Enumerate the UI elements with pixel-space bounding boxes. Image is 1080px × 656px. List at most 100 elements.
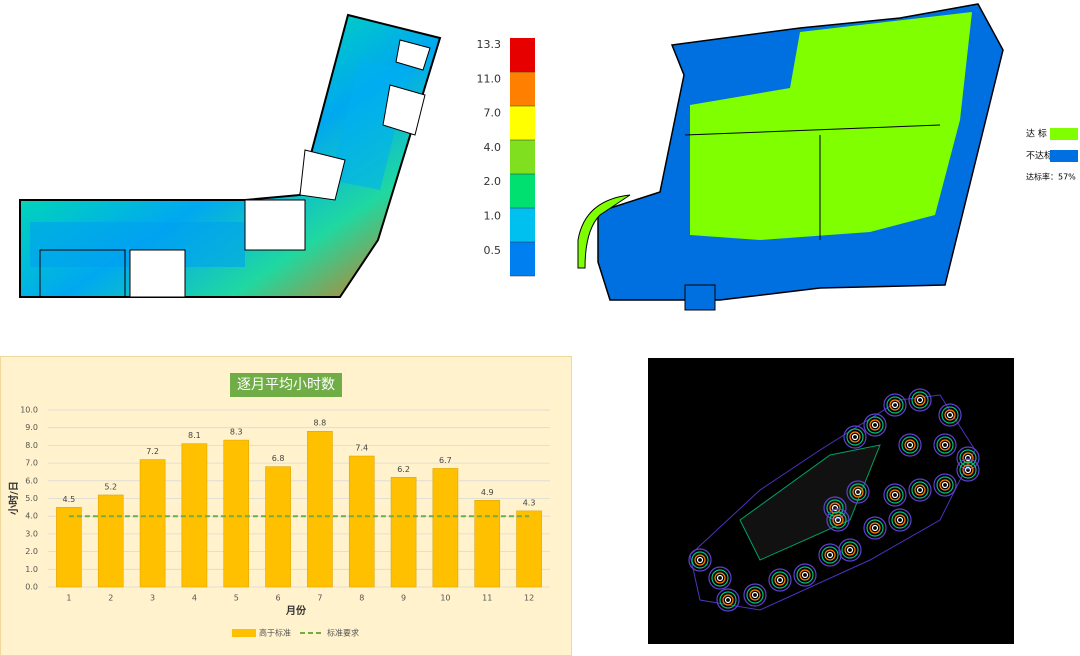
ring <box>888 508 912 532</box>
y-tick-label: 7.0 <box>25 459 38 468</box>
legend-label: 达 标 <box>1026 128 1047 140</box>
ring <box>908 478 932 502</box>
legend-swatch <box>1050 128 1078 140</box>
ring <box>964 466 972 474</box>
legend-swatch <box>510 140 535 174</box>
ring <box>886 396 904 414</box>
ring <box>869 419 881 431</box>
ring <box>946 411 954 419</box>
ring <box>716 588 740 612</box>
y-tick-label: 1.0 <box>25 565 38 574</box>
ring <box>889 399 901 411</box>
value-label: 8.8 <box>314 419 327 428</box>
ring <box>832 514 844 526</box>
ring <box>933 473 957 497</box>
ring <box>914 484 926 496</box>
ring <box>863 413 887 437</box>
ring <box>834 516 842 524</box>
ring <box>776 576 784 584</box>
compliance-rate: 达标率：57% <box>1026 172 1076 182</box>
ring <box>894 514 906 526</box>
y-tick-label: 10.0 <box>20 406 38 415</box>
x-tick-label: 6 <box>276 594 281 603</box>
legend-label: 1.0 <box>484 210 502 223</box>
ring <box>914 394 926 406</box>
x-tick-label: 3 <box>150 594 155 603</box>
legend-swatch <box>510 208 535 242</box>
legend-label: 11.0 <box>477 72 502 85</box>
ring <box>746 586 764 604</box>
ring <box>886 486 904 504</box>
heatmap-legend: 13.3 11.0 7.0 4.0 2.0 1.0 0.5 <box>477 38 535 277</box>
ring <box>846 546 854 554</box>
ring <box>688 548 712 572</box>
ring <box>959 449 977 467</box>
ring <box>869 522 881 534</box>
y-tick-label: 5.0 <box>25 494 38 503</box>
bar <box>139 459 166 588</box>
ring <box>938 403 962 427</box>
legend-label: 4.0 <box>484 141 502 154</box>
x-tick-label: 7 <box>317 594 322 603</box>
ring <box>844 544 856 556</box>
bar <box>390 477 417 588</box>
value-label: 4.5 <box>63 495 76 504</box>
bar <box>265 466 291 588</box>
ring <box>826 508 850 532</box>
ring <box>711 569 729 587</box>
ring <box>801 571 809 579</box>
ring <box>956 458 980 482</box>
ring <box>829 511 847 529</box>
ring <box>841 541 859 559</box>
ring <box>831 504 839 512</box>
ring <box>866 519 884 537</box>
ring <box>933 433 957 457</box>
ring <box>818 543 842 567</box>
ring <box>944 409 956 421</box>
legend-swatch <box>510 174 535 208</box>
ring <box>906 441 914 449</box>
ring <box>849 483 867 501</box>
legend-label: 高于标准 <box>259 628 291 638</box>
y-tick-label: 9.0 <box>25 423 38 432</box>
bar <box>223 439 250 588</box>
ring <box>891 491 899 499</box>
ring <box>821 546 839 564</box>
heatmap-plan <box>19 13 442 298</box>
ring <box>691 551 709 569</box>
bar <box>307 430 333 588</box>
ring <box>719 591 737 609</box>
ring <box>716 574 724 582</box>
ring <box>843 425 867 449</box>
legend-swatch <box>232 629 256 637</box>
ring <box>956 446 980 470</box>
ring <box>743 583 767 607</box>
value-label: 5.2 <box>104 482 117 491</box>
title-box <box>230 373 342 397</box>
ring <box>964 454 972 462</box>
ring <box>891 401 899 409</box>
y-tick-label: 3.0 <box>25 529 38 538</box>
legend-swatch <box>510 38 535 72</box>
ring <box>774 574 786 586</box>
ring <box>854 488 862 496</box>
ring <box>939 479 951 491</box>
ring <box>863 516 887 540</box>
ring <box>939 439 951 451</box>
ring <box>889 489 901 501</box>
ring <box>749 589 761 601</box>
x-tick-label: 2 <box>108 594 113 603</box>
ring <box>941 406 959 424</box>
chart-title: 逐月平均小时数 <box>237 377 335 393</box>
ring <box>846 480 870 504</box>
ring <box>852 486 864 498</box>
legend-swatch <box>510 72 535 106</box>
value-label: 6.2 <box>397 465 410 474</box>
value-label: 4.9 <box>481 488 494 497</box>
ring <box>871 421 879 429</box>
x-tick-label: 12 <box>524 594 534 603</box>
x-tick-label: 9 <box>401 594 406 603</box>
value-label: 4.3 <box>523 498 536 507</box>
